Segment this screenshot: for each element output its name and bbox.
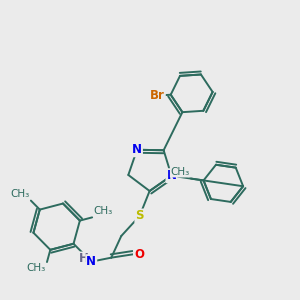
Text: CH₃: CH₃ <box>26 263 45 273</box>
Text: CH₃: CH₃ <box>94 206 113 216</box>
Text: N: N <box>86 255 96 268</box>
Text: CH₃: CH₃ <box>170 167 189 177</box>
Text: N: N <box>167 169 176 182</box>
Text: N: N <box>132 143 142 156</box>
Text: H: H <box>79 253 89 266</box>
Text: S: S <box>135 209 144 223</box>
Text: CH₃: CH₃ <box>10 189 29 199</box>
Text: O: O <box>134 248 144 261</box>
Text: Br: Br <box>150 89 165 102</box>
